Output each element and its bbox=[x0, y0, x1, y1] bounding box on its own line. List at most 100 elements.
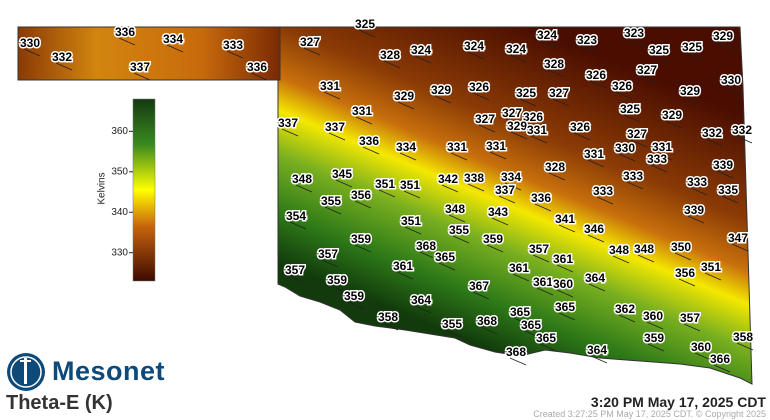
panhandle-shape bbox=[17, 26, 281, 81]
station-value: 326 bbox=[586, 68, 606, 82]
wind-arrow-icon bbox=[166, 44, 184, 53]
wind-arrow-icon bbox=[735, 135, 753, 144]
colorbar-label: Kelvins bbox=[96, 172, 108, 205]
wind-arrow-icon bbox=[504, 182, 522, 191]
station-value: 323 bbox=[624, 26, 644, 40]
wind-arrow-icon bbox=[647, 343, 665, 352]
station-value: 337 bbox=[130, 60, 150, 74]
station-value: 357 bbox=[529, 242, 549, 256]
wind-arrow-icon bbox=[414, 55, 432, 64]
wind-arrow-icon bbox=[539, 343, 557, 352]
wind-arrow-icon bbox=[724, 85, 742, 94]
wind-arrow-icon bbox=[118, 37, 136, 46]
wind-arrow-icon bbox=[445, 329, 463, 338]
wind-arrow-icon bbox=[467, 51, 485, 60]
station-value: 331 bbox=[352, 104, 372, 118]
wind-arrow-icon bbox=[716, 170, 734, 179]
wind-arrow-icon bbox=[414, 305, 432, 314]
wind-arrow-icon bbox=[665, 120, 683, 129]
station-value: 355 bbox=[449, 223, 469, 237]
station-value: 331 bbox=[527, 123, 547, 137]
wind-arrow-icon bbox=[381, 322, 399, 331]
wind-arrow-icon bbox=[281, 128, 299, 137]
station-value: 348 bbox=[445, 202, 465, 216]
wind-arrow-icon bbox=[288, 275, 306, 284]
wind-arrow-icon bbox=[55, 62, 73, 71]
wind-arrow-icon bbox=[587, 159, 605, 168]
wind-arrow-icon bbox=[590, 355, 608, 364]
station-value: 327 bbox=[549, 86, 569, 100]
wind-arrow-icon bbox=[646, 321, 664, 330]
station-value: 327 bbox=[300, 35, 320, 49]
wind-arrow-icon bbox=[627, 38, 645, 47]
station-value: 330 bbox=[20, 36, 40, 50]
wind-arrow-icon bbox=[615, 91, 633, 100]
wind-arrow-icon bbox=[530, 135, 548, 144]
station-value: 357 bbox=[318, 247, 338, 261]
station-value: 359 bbox=[327, 273, 347, 287]
station-value: 343 bbox=[488, 205, 508, 219]
station-value: 361 bbox=[509, 261, 529, 275]
wind-arrow-icon bbox=[335, 179, 353, 188]
wind-arrow-icon bbox=[486, 244, 504, 253]
wind-arrow-icon bbox=[655, 152, 673, 161]
station-value: 334 bbox=[501, 170, 521, 184]
wind-arrow-icon bbox=[509, 357, 527, 366]
wind-arrow-icon bbox=[552, 98, 570, 107]
wind-arrow-icon bbox=[489, 151, 507, 160]
station-value: 331 bbox=[447, 140, 467, 154]
station-value: 351 bbox=[375, 177, 395, 191]
station-value: 332 bbox=[732, 123, 752, 137]
station-value: 365 bbox=[510, 305, 530, 319]
wind-arrow-icon bbox=[548, 172, 566, 181]
station-value: 339 bbox=[713, 158, 733, 172]
station-value: 323 bbox=[577, 33, 597, 47]
wind-arrow-icon bbox=[355, 116, 373, 125]
wind-arrow-icon bbox=[323, 91, 341, 100]
station-value: 330 bbox=[721, 73, 741, 87]
station-value: 364 bbox=[587, 343, 607, 357]
station-value: 358 bbox=[378, 310, 398, 324]
wind-arrow-icon bbox=[573, 132, 591, 141]
station-value: 328 bbox=[380, 48, 400, 62]
station-value: 331 bbox=[486, 139, 506, 153]
station-value: 327 bbox=[475, 112, 495, 126]
wind-arrow-icon bbox=[434, 95, 452, 104]
station-value: 334 bbox=[163, 32, 183, 46]
station-value: 341 bbox=[555, 212, 575, 226]
wind-arrow-icon bbox=[250, 72, 268, 81]
wind-arrow-icon bbox=[690, 187, 708, 196]
station-value: 325 bbox=[649, 43, 669, 57]
wind-arrow-icon bbox=[23, 48, 41, 57]
station-value: 332 bbox=[702, 126, 722, 140]
wind-arrow-icon bbox=[303, 47, 321, 56]
wind-arrow-icon bbox=[547, 69, 565, 78]
wind-arrow-icon bbox=[721, 195, 739, 204]
station-value: 334 bbox=[396, 140, 416, 154]
wind-arrow-icon bbox=[612, 255, 630, 264]
colorbar-tick-label: 340 bbox=[111, 207, 128, 218]
wind-arrow-icon bbox=[404, 226, 422, 235]
wind-arrow-icon bbox=[498, 195, 516, 204]
station-value: 361 bbox=[393, 259, 413, 273]
wind-arrow-icon bbox=[328, 132, 346, 141]
station-value: 359 bbox=[483, 232, 503, 246]
wind-arrow-icon bbox=[652, 55, 670, 64]
wind-arrow-icon bbox=[731, 243, 749, 252]
station-value: 347 bbox=[728, 231, 748, 245]
wind-arrow-icon bbox=[438, 262, 456, 271]
mesonet-brand: Mesonet bbox=[52, 356, 166, 386]
station-value: 331 bbox=[584, 147, 604, 161]
wind-arrow-icon bbox=[683, 323, 701, 332]
wind-arrow-icon bbox=[685, 52, 703, 61]
station-value: 333 bbox=[647, 152, 667, 166]
wind-arrow-icon bbox=[580, 45, 598, 54]
wind-arrow-icon bbox=[472, 291, 490, 300]
station-value: 360 bbox=[643, 309, 663, 323]
wind-arrow-icon bbox=[330, 285, 348, 294]
wind-arrow-icon bbox=[556, 289, 574, 298]
station-value: 326 bbox=[469, 80, 489, 94]
station-value: 358 bbox=[733, 330, 753, 344]
